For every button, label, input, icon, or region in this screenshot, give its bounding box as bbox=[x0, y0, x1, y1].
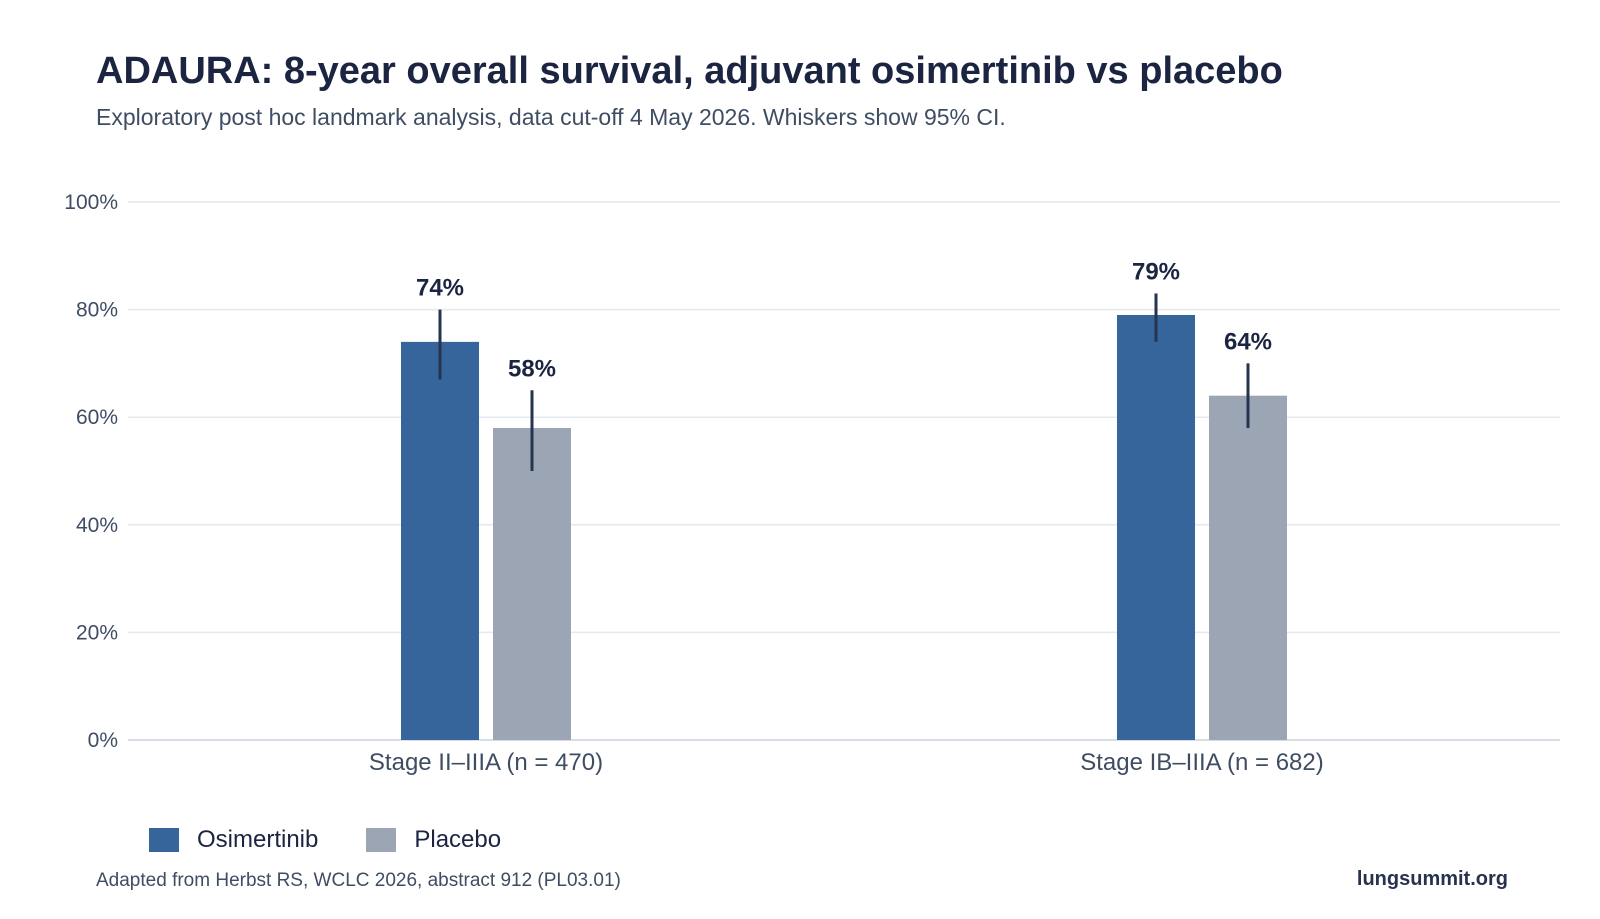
y-tick-label-0: 0% bbox=[88, 729, 118, 752]
source-note: Adapted from Herbst RS, WCLC 2026, abstr… bbox=[96, 870, 621, 891]
y-tick-label-40: 40% bbox=[76, 514, 118, 537]
bar-placebo-1 bbox=[493, 427, 571, 740]
value-label-osimertinib-2: 79% bbox=[1132, 258, 1180, 285]
y-tick-label-60: 60% bbox=[76, 406, 118, 429]
x-axis-categories: Stage II–IIIA (n = 470) Stage IB–IIIA (n … bbox=[369, 749, 1324, 776]
x-category-label-1: Stage II–IIIA (n = 470) bbox=[369, 749, 603, 776]
chart-title: ADAURA: 8-year overall survival, adjuvan… bbox=[96, 50, 1283, 92]
legend-item-placebo: Placebo bbox=[366, 826, 501, 854]
value-label-osimertinib-1: 74% bbox=[416, 275, 464, 302]
legend-item-osimertinib: Osimertinib bbox=[149, 826, 318, 854]
legend: Osimertinib Placebo bbox=[149, 826, 549, 854]
y-axis-ticks: 0% 20% 40% 60% 80% 100% bbox=[64, 191, 118, 752]
grid-lines bbox=[128, 201, 1560, 741]
ci-whiskers bbox=[438, 293, 1250, 471]
bar-osimertinib-2 bbox=[1117, 314, 1195, 740]
y-tick-label-80: 80% bbox=[76, 299, 118, 322]
legend-swatch-placebo bbox=[366, 828, 397, 852]
y-tick-label-100: 100% bbox=[64, 191, 118, 214]
legend-label-placebo: Placebo bbox=[414, 826, 502, 853]
value-labels: 74% 58% 79% 64% bbox=[416, 258, 1272, 382]
y-tick-label-20: 20% bbox=[76, 621, 118, 644]
legend-label-osimertinib: Osimertinib bbox=[197, 826, 319, 853]
bar-placebo-2 bbox=[1209, 395, 1287, 740]
brand-link[interactable]: lungsummit.org bbox=[1356, 868, 1508, 890]
legend-swatch-osimertinib bbox=[149, 828, 179, 852]
bar-chart: 0% 20% 40% 60% 80% 100% 74% 58% 79% 64% Stage II… bbox=[64, 191, 1560, 776]
x-category-label-2: Stage IB–IIIA (n = 682) bbox=[1080, 749, 1324, 776]
chart-subtitle: Exploratory post hoc landmark analysis, … bbox=[96, 104, 1006, 130]
value-label-placebo-2: 64% bbox=[1224, 328, 1272, 355]
bars bbox=[401, 314, 1287, 740]
bar-osimertinib-1 bbox=[401, 341, 479, 740]
value-label-placebo-1: 58% bbox=[508, 355, 556, 382]
